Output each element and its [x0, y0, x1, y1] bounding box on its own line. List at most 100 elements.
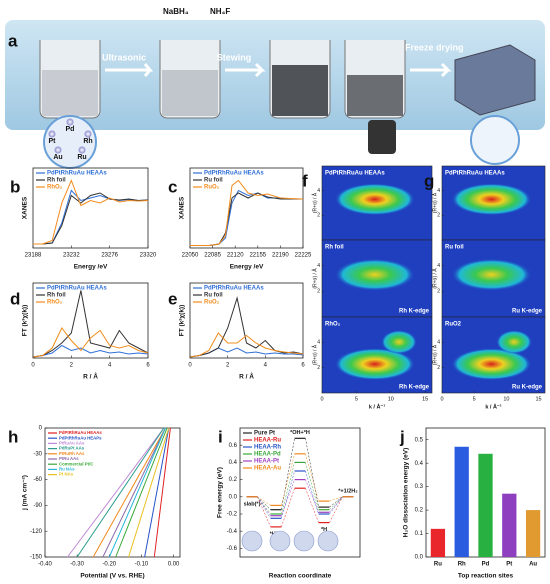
plot-frame	[32, 282, 149, 359]
series-line	[115, 427, 168, 558]
map-blob	[334, 348, 415, 381]
y-axis-label: (R+α) / Å	[431, 268, 438, 289]
series-line	[33, 189, 149, 245]
panel-letter: j	[399, 427, 405, 446]
y-axis-label: (R+α) / Å	[311, 192, 318, 213]
map-edge: Ru K-edge	[512, 385, 543, 391]
y-tick-label: -0.2	[227, 512, 238, 518]
series-line	[102, 427, 166, 558]
plot-frame	[189, 167, 304, 249]
x-tick-label: 22225	[295, 253, 312, 259]
state-label: *H	[321, 527, 327, 533]
y-tick-label: -90	[33, 503, 42, 509]
state-label: *+1/2H₂	[338, 488, 358, 494]
connector	[305, 488, 319, 523]
state-label: *OH+*H	[290, 430, 310, 436]
map-label: Rh foil	[325, 245, 344, 251]
legend-label: PtRuRh AAs	[59, 451, 85, 456]
connector	[257, 496, 271, 510]
y-tick-label: 0.4	[415, 461, 424, 467]
x-tick-label: 2	[226, 363, 230, 369]
connector	[329, 496, 343, 523]
y-tick-label: 2	[437, 289, 440, 295]
legend-label: Ru foil	[204, 293, 223, 299]
y-tick-label: 0.2	[415, 508, 424, 514]
connector	[305, 438, 319, 508]
y-tick-label: 4	[317, 263, 320, 269]
reagent: NH₄F	[210, 7, 230, 16]
y-tick-label: -0.4	[227, 529, 238, 535]
series-line	[33, 179, 149, 245]
legend-label: Ru NAs	[59, 467, 75, 472]
y-axis-label: FT (k²χ(k))	[179, 305, 186, 337]
y-axis-label: (R+α) / Å	[311, 344, 318, 365]
map-blob	[451, 183, 532, 216]
connector	[281, 438, 295, 510]
y-axis-label: (R+α) / Å	[431, 192, 438, 213]
atom-label: Ru	[77, 154, 86, 161]
connector	[329, 496, 343, 502]
x-axis-label: Energy /eV	[230, 264, 264, 271]
y-axis-label: XANES	[22, 196, 29, 219]
connector	[257, 496, 271, 528]
series-line	[32, 344, 149, 358]
x-tick-label: 22120	[227, 253, 244, 259]
y-tick-label: 4	[317, 340, 320, 346]
y-tick-label: 0.0	[229, 494, 238, 500]
x-tick-label: -0.40	[38, 562, 52, 568]
y-axis-label: Free energy (eV)	[217, 467, 224, 518]
connector	[257, 496, 271, 506]
y-tick-label: 2	[437, 213, 440, 219]
y-tick-label: 4	[437, 340, 440, 346]
slab-model	[293, 530, 315, 552]
map-edge: Ru K-edge	[512, 309, 543, 315]
y-axis-label: (R+α) / Å	[311, 268, 318, 289]
y-axis-label: H₂O dissociation energy (eV)	[403, 448, 410, 538]
connector	[329, 496, 343, 515]
x-tick-label: Pd	[482, 562, 490, 568]
bar	[502, 493, 517, 557]
legend-label: RuO₂	[204, 300, 220, 306]
y-tick-label: -0.6	[227, 546, 238, 552]
legend-label: RhO₂	[47, 300, 63, 306]
x-tick-label: -0.30	[70, 562, 84, 568]
x-tick-label: 23276	[101, 253, 118, 259]
y-axis-label: (R+α) / Å	[431, 344, 438, 365]
y-tick-label: 0.2	[229, 477, 238, 483]
series-line	[153, 427, 171, 558]
y-tick-label: 0.5	[415, 437, 424, 443]
x-tick-label: 23320	[140, 253, 157, 259]
x-tick-label: 23188	[25, 253, 42, 259]
atom	[78, 146, 86, 154]
plot-frame	[44, 427, 181, 558]
x-axis-label: k / Å⁻¹	[369, 403, 386, 410]
x-tick-label: 15	[422, 396, 428, 402]
bar	[525, 510, 541, 557]
legend-label: HEAA-Pd	[254, 452, 281, 458]
state-label: slab(*)	[244, 501, 261, 507]
x-axis-label: Top reaction sites	[458, 573, 514, 580]
x-tick-label: 4	[264, 363, 268, 369]
bar	[454, 446, 469, 557]
panel-letter: d	[10, 289, 20, 308]
x-axis-label: Energy /eV	[74, 264, 108, 271]
connector	[281, 479, 295, 516]
y-tick-label: -150	[30, 555, 43, 561]
connector	[329, 496, 343, 510]
y-tick-label: 2	[317, 289, 320, 295]
x-tick-label: 22085	[204, 253, 221, 259]
x-tick-label: 0	[440, 396, 443, 402]
y-axis-label: j (mA cm⁻²)	[22, 475, 29, 511]
x-tick-label: 4	[108, 363, 112, 369]
y-tick-label: 2	[437, 365, 440, 371]
arrow	[410, 62, 452, 78]
legend-label: Rh foil	[47, 293, 66, 299]
connector	[329, 496, 343, 508]
legend-label: HEAA-Au	[254, 466, 281, 472]
x-tick-label: Au	[529, 562, 537, 568]
panel-letter: b	[10, 177, 20, 196]
x-tick-label: -0.20	[102, 562, 116, 568]
map-label: PdPtRhRuAu HEAAs	[445, 171, 505, 177]
x-tick-label: 10	[503, 396, 509, 402]
plot-frame	[189, 282, 304, 359]
